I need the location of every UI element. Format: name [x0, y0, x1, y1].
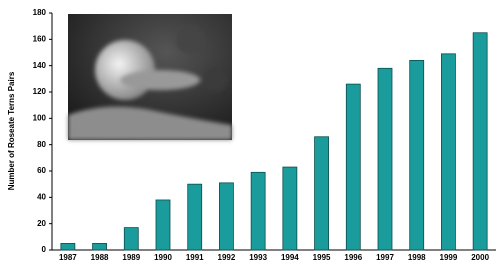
x-tick-label: 1988 [91, 253, 109, 262]
y-tick-label: 100 [33, 113, 47, 122]
y-tick-label: 160 [33, 34, 47, 43]
bar [315, 137, 329, 250]
y-tick-label: 40 [37, 192, 46, 201]
bar [441, 54, 455, 250]
bar [410, 60, 424, 250]
chart: Number of Roseate Terns Pairs 0 20 40 60 80 1… [0, 0, 497, 264]
x-tick-label: 1995 [313, 253, 331, 262]
bar [473, 33, 487, 250]
photo [68, 14, 232, 140]
x-tick-label: 1992 [218, 253, 236, 262]
y-axis-label: Number of Roseate Terns Pairs [7, 71, 16, 190]
bar [188, 184, 202, 250]
x-tick-label: 1996 [344, 253, 362, 262]
x-tick-label: 1994 [281, 253, 299, 262]
x-tick-label: 1990 [154, 253, 172, 262]
y-tick-label: 0 [42, 245, 47, 254]
bar [93, 243, 107, 250]
y-tick-label: 180 [33, 8, 47, 17]
y-tick-label: 120 [33, 87, 47, 96]
bar [378, 68, 392, 250]
bar [251, 172, 265, 250]
bar [61, 243, 75, 250]
y-tick-label: 140 [33, 61, 47, 70]
x-tick-label: 1991 [186, 253, 204, 262]
y-tick-label: 60 [37, 166, 46, 175]
y-tick-label: 20 [37, 219, 46, 228]
bar [219, 183, 233, 250]
x-tick-label: 1993 [249, 253, 267, 262]
bar [283, 167, 297, 250]
x-tick-label: 1997 [376, 253, 394, 262]
x-tick-label: 1999 [440, 253, 458, 262]
x-tick-label: 1998 [408, 253, 426, 262]
x-tick-label: 1989 [122, 253, 140, 262]
y-tick-label: 80 [37, 140, 46, 149]
bar [124, 228, 138, 250]
x-tick-label: 1987 [59, 253, 77, 262]
bar [156, 200, 170, 250]
x-tick-label: 2000 [471, 253, 489, 262]
bar [346, 84, 360, 250]
